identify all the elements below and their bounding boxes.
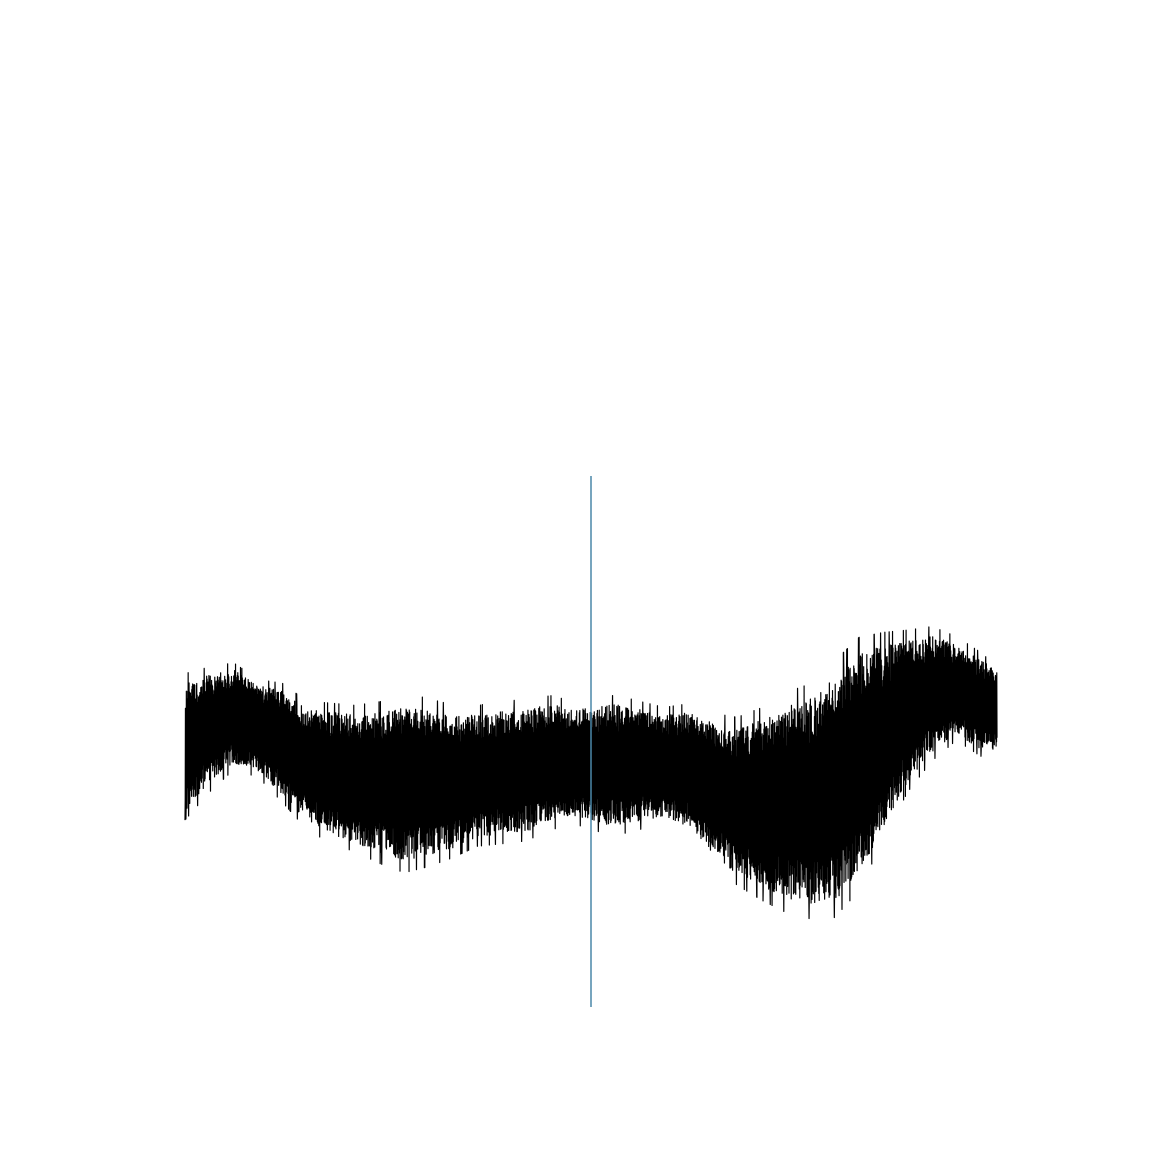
chart-container xyxy=(0,0,1152,1152)
waveform-chart xyxy=(0,0,1152,1152)
chart-background xyxy=(0,0,1152,1152)
